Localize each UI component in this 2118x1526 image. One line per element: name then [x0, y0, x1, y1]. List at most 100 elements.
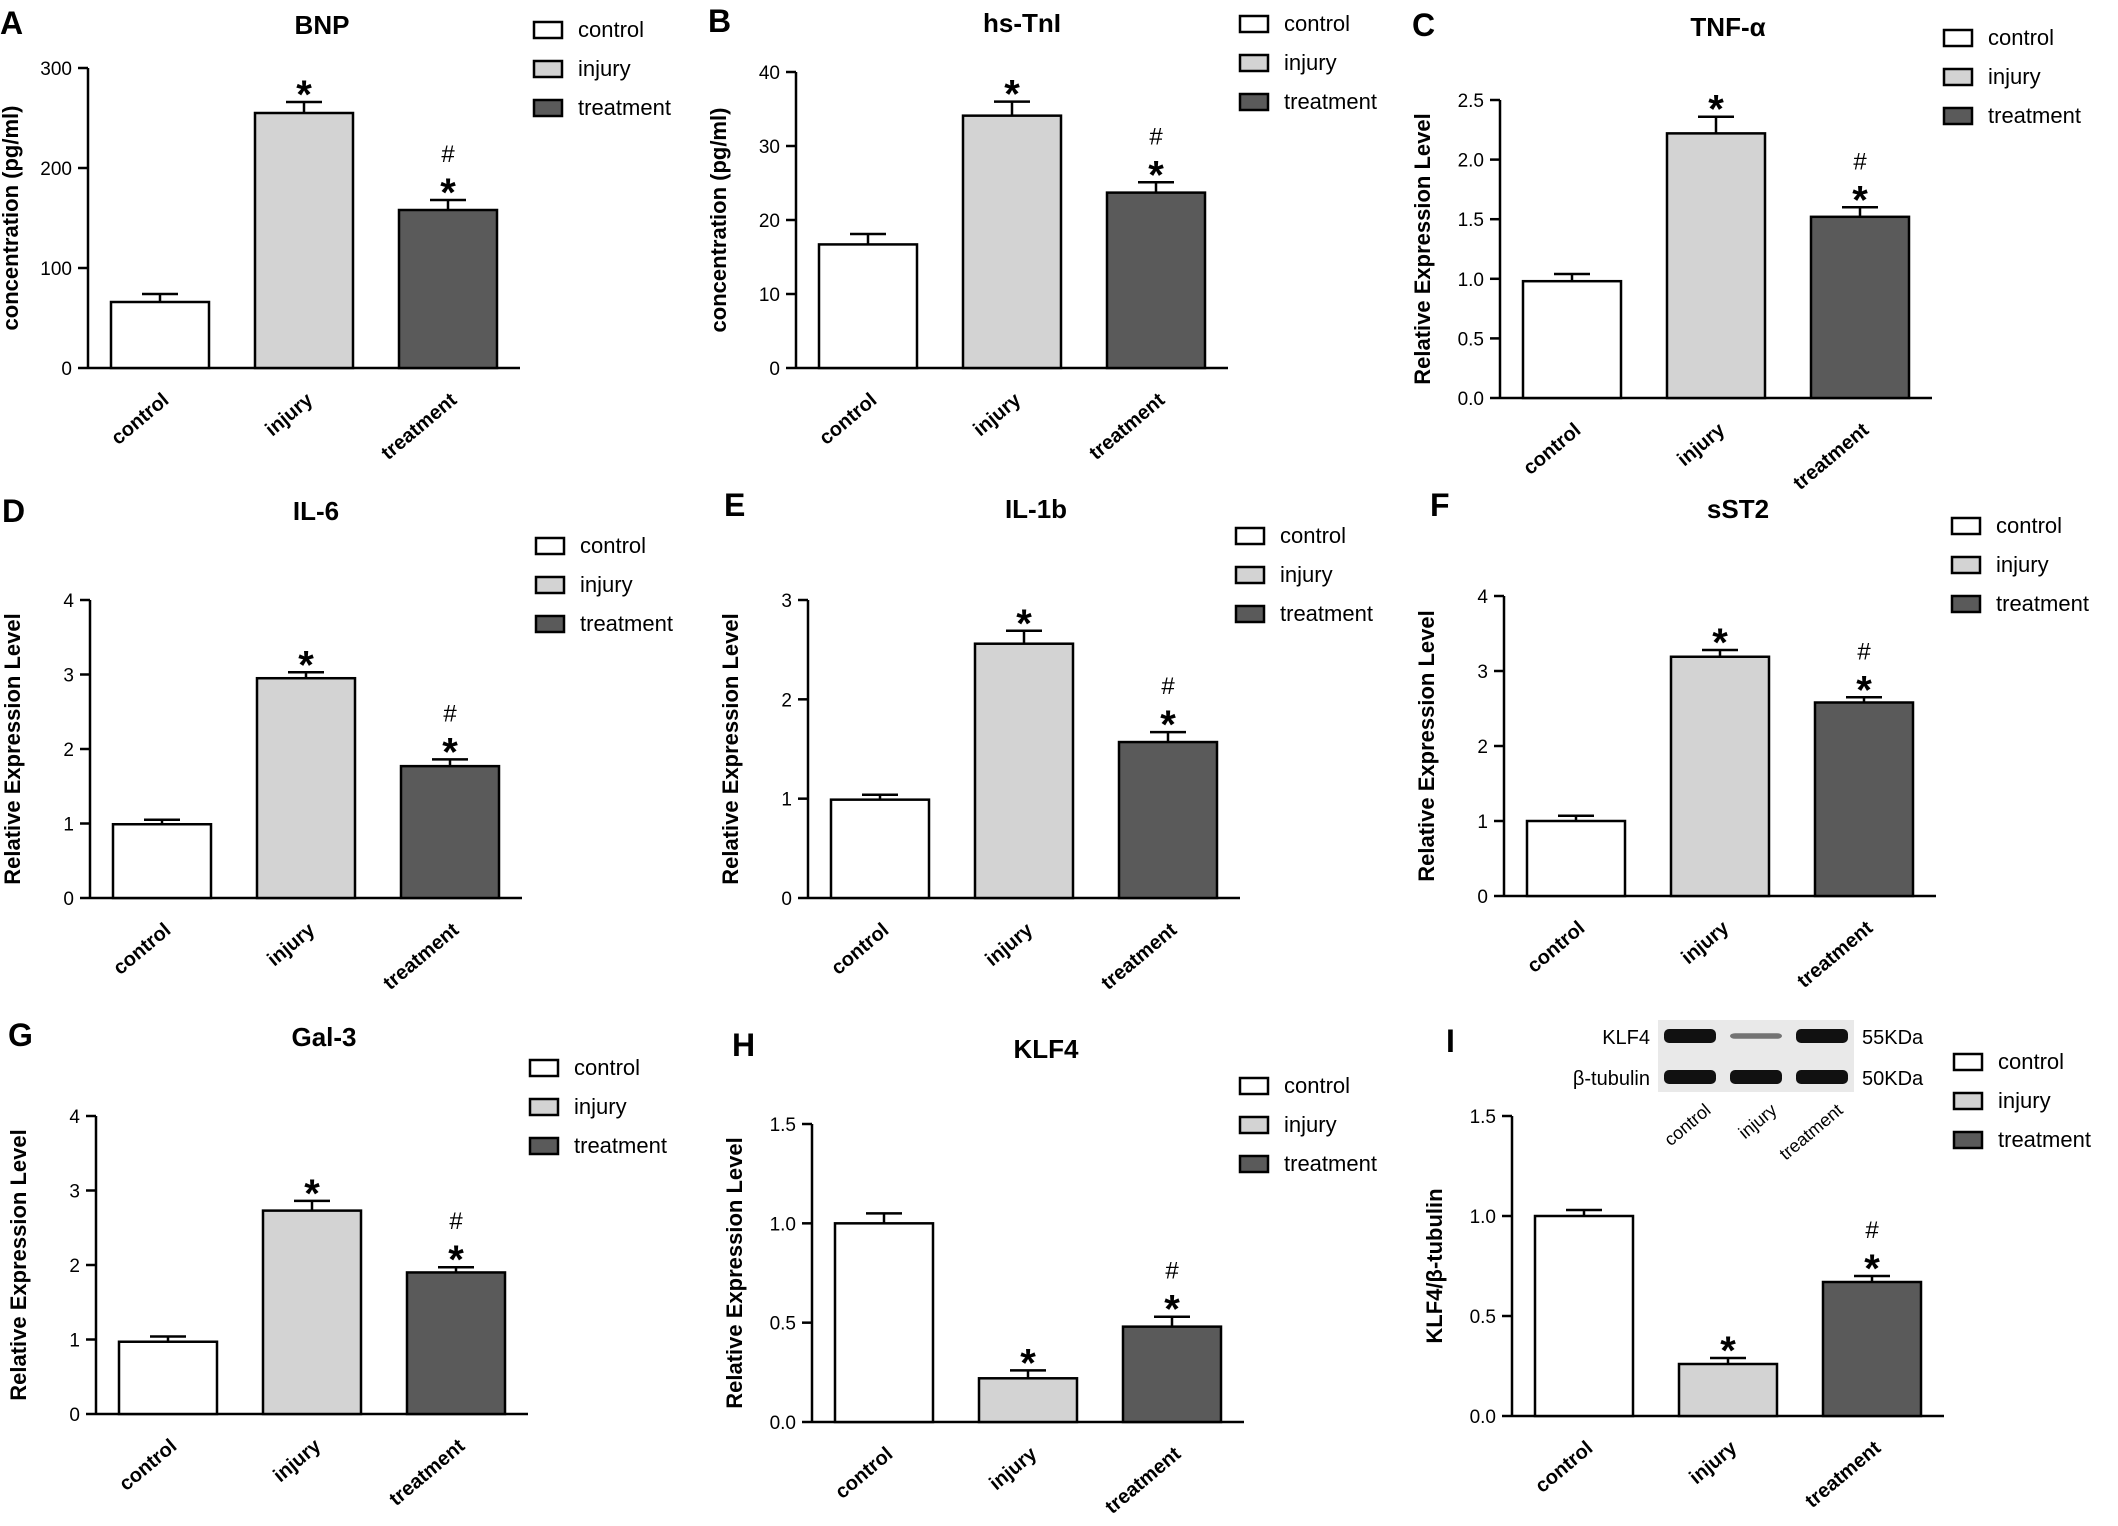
y-axis-label: Relative Expression Level: [1410, 113, 1435, 384]
bar-treatment: [399, 764, 501, 900]
panel-g: G Gal-3 0 1 2 3 4 Relative Expression Level cont…: [6, 1017, 667, 1510]
legend-swatch-injury: [528, 1097, 560, 1117]
legend-swatch-control: [528, 1058, 560, 1078]
bar-injury: [255, 676, 357, 900]
legend-swatch-treatment: [1942, 106, 1974, 126]
y-tick-label: 2: [69, 1256, 80, 1277]
y-tick-label: 1.5: [770, 1115, 796, 1136]
significance-hash: #: [1149, 123, 1163, 150]
legend-label: injury: [578, 56, 631, 81]
y-axis-label: Relative Expression Level: [722, 1137, 747, 1408]
bar-treatment: [405, 1271, 507, 1416]
significance-star: *: [1016, 602, 1032, 646]
y-tick-label: 0.0: [1458, 389, 1484, 410]
y-tick-label: 0: [61, 359, 72, 380]
legend-swatch-control: [532, 20, 564, 40]
y-tick-label: 40: [759, 63, 780, 84]
bar-treatment: [1809, 215, 1911, 400]
legend-label: treatment: [1280, 601, 1373, 626]
y-axis-label: KLF4/β-tubulin: [1422, 1188, 1447, 1343]
legend-label: control: [578, 17, 644, 42]
significance-star: *: [1164, 1288, 1180, 1332]
blot-size-label: 50KDa: [1862, 1068, 1924, 1090]
x-tick-label: control: [115, 1435, 181, 1495]
significance-hash: #: [1865, 1217, 1879, 1244]
legend-swatch-control: [1234, 526, 1266, 546]
x-tick-label: treatment: [385, 1435, 469, 1511]
legend-label: treatment: [1998, 1127, 2091, 1152]
x-tick-label: injury: [985, 1442, 1042, 1494]
chart-title: BNP: [295, 10, 350, 40]
bar-control: [111, 822, 213, 900]
x-tick-label: control: [109, 919, 175, 979]
significance-hash: #: [1853, 148, 1867, 175]
x-tick-label: injury: [261, 388, 318, 440]
y-tick-label: 4: [1477, 587, 1488, 608]
legend-swatch-control: [1950, 516, 1982, 536]
bar-control: [1521, 279, 1623, 400]
panel-letter: G: [8, 1017, 33, 1053]
x-tick-label: injury: [969, 388, 1026, 440]
significance-star: *: [304, 1172, 320, 1216]
legend-swatch-control: [1238, 1076, 1270, 1096]
significance-star: *: [1020, 1341, 1036, 1385]
bar-injury: [1665, 132, 1767, 400]
y-tick-label: 0.5: [1458, 329, 1484, 350]
panel-letter: I: [1446, 1023, 1455, 1059]
x-tick-label: injury: [1685, 1436, 1742, 1488]
legend-swatch-injury: [534, 575, 566, 595]
y-tick-label: 1.0: [770, 1214, 796, 1235]
y-axis-label: concentration (pg/ml): [0, 106, 23, 331]
bar-treatment: [1821, 1280, 1923, 1418]
y-axis-label: Relative Expression Level: [718, 613, 743, 884]
blot-band: [1796, 1029, 1848, 1043]
significance-star: *: [296, 73, 312, 117]
panel-letter: E: [724, 487, 745, 523]
legend-swatch-injury: [1238, 1115, 1270, 1135]
y-tick-label: 1: [69, 1331, 80, 1352]
chart-title: sST2: [1707, 494, 1769, 524]
legend-label: control: [1988, 25, 2054, 50]
bar-control: [109, 300, 211, 370]
y-tick-label: 100: [40, 259, 72, 280]
blot-lane-label: treatment: [1775, 1100, 1846, 1164]
legend-label: control: [1284, 11, 1350, 36]
significance-star: *: [1852, 178, 1868, 222]
significance-hash: #: [1165, 1258, 1179, 1285]
significance-star: *: [442, 730, 458, 774]
x-tick-label: treatment: [1085, 389, 1169, 465]
x-tick-label: control: [815, 389, 881, 449]
y-tick-label: 0: [1477, 887, 1488, 908]
panel-c: C TNF-α 0.0 0.5 1.0 1.5 2.0 2.5 Relative Express…: [1410, 7, 2081, 494]
y-tick-label: 0.0: [1470, 1407, 1496, 1428]
bar-control: [817, 243, 919, 370]
blot-row-label: KLF4: [1602, 1027, 1650, 1049]
legend-label: control: [1280, 523, 1346, 548]
significance-hash: #: [1857, 638, 1871, 665]
significance-star: *: [1148, 153, 1164, 197]
chart-title: Gal-3: [291, 1022, 356, 1052]
legend-label: treatment: [578, 95, 671, 120]
legend-label: injury: [1996, 552, 2049, 577]
chart-title: TNF-α: [1690, 12, 1765, 42]
significance-star: *: [440, 171, 456, 215]
x-tick-label: control: [1531, 1437, 1597, 1497]
legend-label: treatment: [1988, 103, 2081, 128]
bar-treatment: [1117, 740, 1219, 900]
legend-label: treatment: [1284, 1151, 1377, 1176]
y-tick-label: 3: [1477, 662, 1488, 683]
y-tick-label: 0.5: [770, 1314, 796, 1335]
blot-band: [1664, 1070, 1716, 1084]
bar-control: [117, 1340, 219, 1416]
panel-i: I 0.0 0.5 1.0 1.5 KLF4/β-tubulin control * injur…: [1422, 1020, 2091, 1512]
bar-injury: [973, 642, 1075, 900]
y-tick-label: 2: [63, 740, 74, 761]
legend-swatch-treatment: [1238, 92, 1270, 112]
significance-star: *: [1708, 88, 1724, 132]
bar-control: [829, 798, 931, 900]
bar-control: [1525, 819, 1627, 898]
blot-band: [1730, 1033, 1782, 1039]
panel-a: A BNP 0 100 200 300 concentration (pg/ml) contr…: [0, 5, 671, 464]
